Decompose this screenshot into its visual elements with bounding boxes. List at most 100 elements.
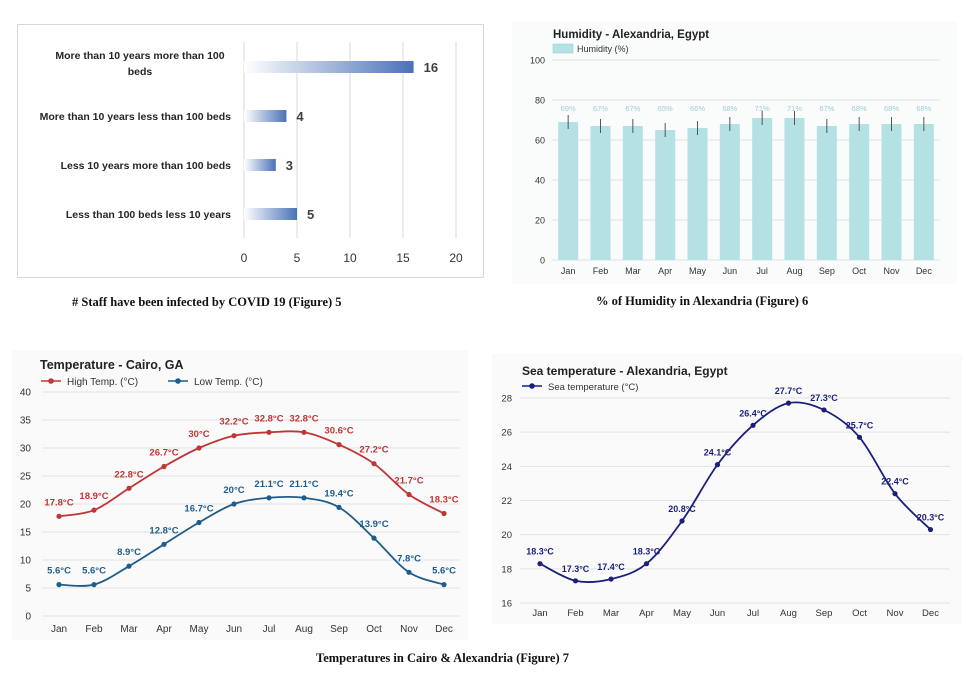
bar-value-label: 68% — [852, 104, 867, 113]
data-label: 18.3°C — [633, 547, 661, 557]
data-label: 22.4°C — [881, 477, 909, 487]
fig5-caption: # Staff have been infected by COVID 19 (… — [72, 295, 342, 309]
data-label: 18.3°C — [526, 547, 554, 557]
x-tick-label: Aug — [780, 608, 797, 619]
series-line — [58, 495, 445, 587]
x-tick-label: Jun — [226, 624, 242, 635]
bar — [784, 118, 805, 260]
data-point — [679, 518, 685, 524]
category-label: More than 10 years less than 100 beds — [40, 111, 232, 123]
bar-value-label: 69% — [561, 104, 576, 113]
x-tick-label: Mar — [120, 624, 138, 635]
x-tick-label: Oct — [852, 608, 867, 619]
y-tick-label: 60 — [535, 136, 545, 146]
data-label: 30°C — [188, 429, 209, 440]
bar-value-label: 66% — [690, 104, 705, 113]
fig7-caption: Temperatures in Cairo & Alexandria (Figu… — [316, 651, 569, 665]
x-tick-label: May — [673, 608, 691, 619]
data-label: 17.8°C — [44, 497, 73, 508]
x-tick-label: Nov — [883, 266, 900, 276]
data-label: 32.8°C — [254, 413, 283, 424]
bar-value-label: 68% — [916, 104, 931, 113]
bar-value-label: 3 — [286, 158, 293, 173]
data-point — [643, 561, 650, 567]
x-tick-label: Jul — [263, 624, 276, 635]
x-tick-label: Jun — [723, 266, 738, 276]
y-tick-label: 15 — [20, 528, 32, 539]
data-point — [266, 495, 272, 501]
data-label: 21.7°C — [394, 475, 423, 486]
bar-value-label: 4 — [296, 109, 304, 124]
x-tick-label: 5 — [294, 251, 301, 265]
data-point — [371, 535, 377, 541]
bar-value-label: 5 — [307, 207, 314, 222]
data-label: 20.3°C — [917, 513, 945, 523]
data-point — [231, 433, 237, 439]
data-label: 13.9°C — [359, 519, 388, 530]
data-label: 18.9°C — [79, 491, 108, 502]
x-tick-label: Mar — [625, 266, 641, 276]
bar — [622, 126, 643, 260]
bar — [719, 124, 740, 260]
bar-value-label: 71% — [755, 104, 770, 113]
data-label: 5.6°C — [82, 566, 106, 577]
data-label: 27.2°C — [359, 445, 388, 456]
x-tick-label: Jul — [747, 608, 759, 619]
x-tick-label: Oct — [366, 624, 382, 635]
data-label: 32.2°C — [219, 417, 248, 428]
bar — [655, 130, 676, 260]
bar — [558, 122, 579, 260]
chart-title: Temperature - Cairo, GA — [40, 358, 184, 372]
bar — [244, 208, 297, 220]
data-point — [927, 526, 934, 533]
bar-value-label: 71% — [787, 104, 802, 113]
bar-value-label: 16 — [424, 60, 438, 75]
data-point — [406, 491, 412, 498]
bar-value-label: 67% — [593, 104, 608, 113]
data-label: 25.7°C — [846, 420, 874, 430]
category-label: beds — [128, 66, 153, 78]
y-tick-label: 100 — [530, 56, 545, 66]
bar — [244, 159, 276, 171]
x-tick-label: Nov — [400, 624, 418, 635]
y-tick-label: 40 — [20, 388, 32, 399]
x-tick-label: May — [689, 266, 707, 276]
x-tick-label: 10 — [343, 251, 357, 265]
chart-title: Sea temperature - Alexandria, Egypt — [522, 364, 728, 378]
data-label: 5.6°C — [432, 566, 456, 577]
x-tick-label: 20 — [449, 251, 463, 265]
bar-value-label: 68% — [722, 104, 737, 113]
y-tick-label: 30 — [20, 444, 32, 455]
legend-label: Sea temperature (°C) — [548, 382, 638, 393]
legend-marker — [175, 378, 181, 384]
x-tick-label: Dec — [922, 608, 939, 619]
data-label: 20°C — [223, 485, 244, 496]
x-tick-label: Oct — [852, 266, 867, 276]
y-tick-label: 26 — [501, 428, 512, 439]
data-point — [441, 582, 447, 588]
legend-marker — [48, 378, 54, 384]
data-point — [91, 507, 97, 513]
data-point — [714, 462, 721, 468]
y-tick-label: 28 — [501, 394, 512, 405]
x-tick-label: Jan — [532, 608, 547, 619]
data-point — [785, 400, 792, 406]
x-tick-label: Jan — [561, 266, 576, 276]
bar — [244, 61, 414, 73]
bar — [752, 118, 773, 260]
chart-title: Humidity - Alexandria, Egypt — [553, 29, 709, 41]
x-tick-label: Sep — [816, 608, 833, 619]
series-line — [58, 430, 445, 518]
data-label: 24.1°C — [704, 448, 732, 458]
data-point — [821, 407, 827, 413]
data-label: 26.7°C — [149, 447, 178, 458]
data-point — [161, 541, 167, 547]
y-tick-label: 20 — [501, 530, 512, 541]
y-tick-label: 22 — [501, 496, 512, 507]
x-tick-label: Aug — [786, 266, 802, 276]
y-tick-label: 5 — [25, 584, 31, 595]
x-tick-label: Sep — [819, 266, 835, 276]
bar — [849, 124, 870, 260]
